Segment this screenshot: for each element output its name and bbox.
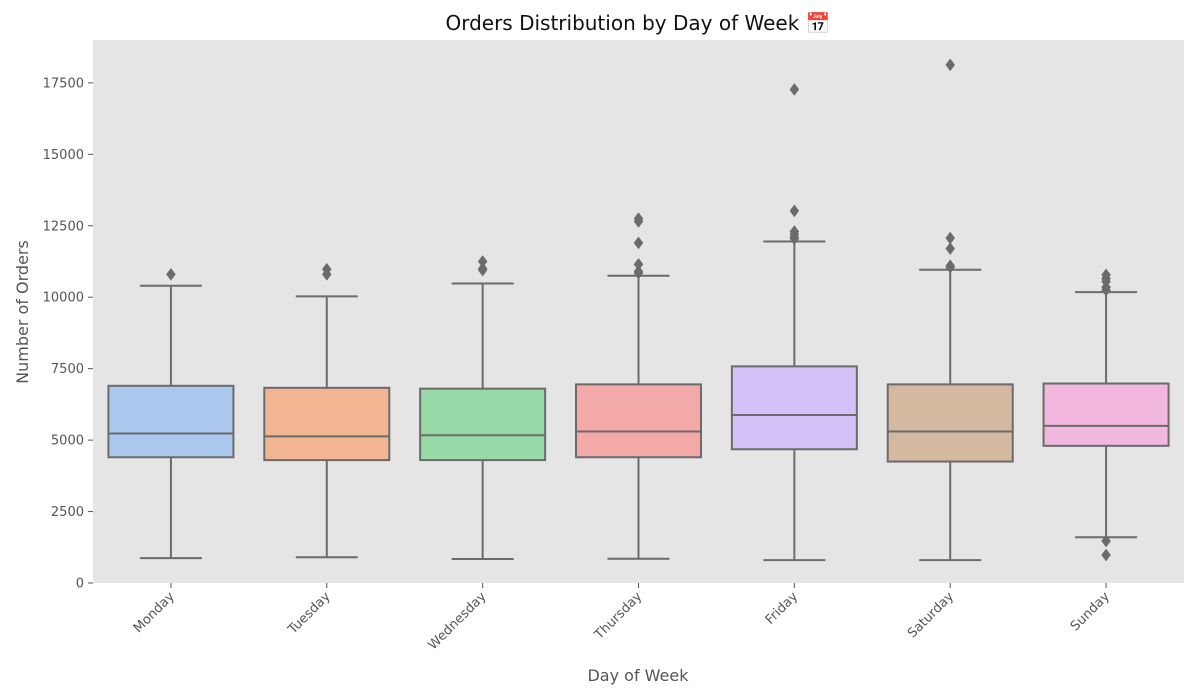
x-axis: Monday Tuesday Wednesday Thursday Friday Satu…	[131, 583, 1113, 653]
x-tick-label: Thursday	[591, 589, 645, 643]
outlier-point	[945, 231, 956, 245]
outlier-point	[166, 267, 176, 281]
iqr-box	[1042, 382, 1170, 447]
x-tick-label: Wednesday	[426, 589, 490, 653]
outlier-point	[1101, 534, 1111, 548]
x-tick-label: Saturday	[905, 589, 957, 641]
box-group-monday	[107, 267, 235, 560]
x-tick-label: Monday	[131, 589, 178, 636]
y-axis-label: Number of Orders	[13, 240, 32, 384]
box-group-saturday	[886, 58, 1014, 562]
outlier-point	[633, 236, 644, 250]
box-group-friday	[730, 83, 858, 562]
iqr-box	[575, 383, 702, 459]
box-group-thursday	[575, 212, 702, 560]
y-tick-label: 0	[76, 577, 84, 592]
box-group-tuesday	[263, 262, 391, 559]
outlier-point	[633, 257, 644, 271]
x-axis-label: Day of Week	[587, 666, 689, 685]
box-group-wednesday	[419, 255, 547, 560]
y-tick-label: 7500	[51, 362, 84, 377]
y-tick-label: 12500	[43, 219, 84, 234]
outlier-point	[477, 262, 488, 276]
y-axis: 0 2500 5000 7500 10000 12500 15000 17500	[43, 76, 93, 592]
y-tick-label: 2500	[51, 505, 84, 520]
outlier-point	[789, 225, 800, 238]
box-series	[107, 58, 1170, 562]
iqr-box	[419, 387, 547, 462]
outlier-point	[1101, 268, 1111, 282]
x-tick-label: Friday	[763, 589, 802, 628]
y-tick-label: 5000	[51, 434, 84, 449]
outlier-point	[945, 58, 956, 72]
x-tick-label: Sunday	[1068, 589, 1113, 634]
outlier-point	[945, 242, 956, 256]
iqr-box	[730, 365, 858, 451]
iqr-box	[107, 384, 235, 459]
outlier-point	[789, 83, 800, 96]
y-tick-label: 15000	[43, 148, 84, 163]
y-tick-label: 10000	[43, 291, 84, 306]
outlier-point	[633, 265, 644, 278]
x-tick-label: Tuesday	[285, 589, 334, 638]
chart-title: Orders Distribution by Day of Week 📅	[445, 11, 830, 35]
outlier-point	[945, 259, 956, 273]
iqr-box	[886, 383, 1014, 463]
y-tick-label: 17500	[43, 76, 84, 91]
outlier-point	[1101, 548, 1111, 562]
outlier-point	[789, 204, 800, 218]
box-group-sunday	[1042, 268, 1170, 562]
outlier-point	[633, 212, 644, 226]
iqr-box	[263, 386, 391, 462]
outlier-point	[477, 255, 488, 268]
outlier-point	[321, 262, 332, 276]
